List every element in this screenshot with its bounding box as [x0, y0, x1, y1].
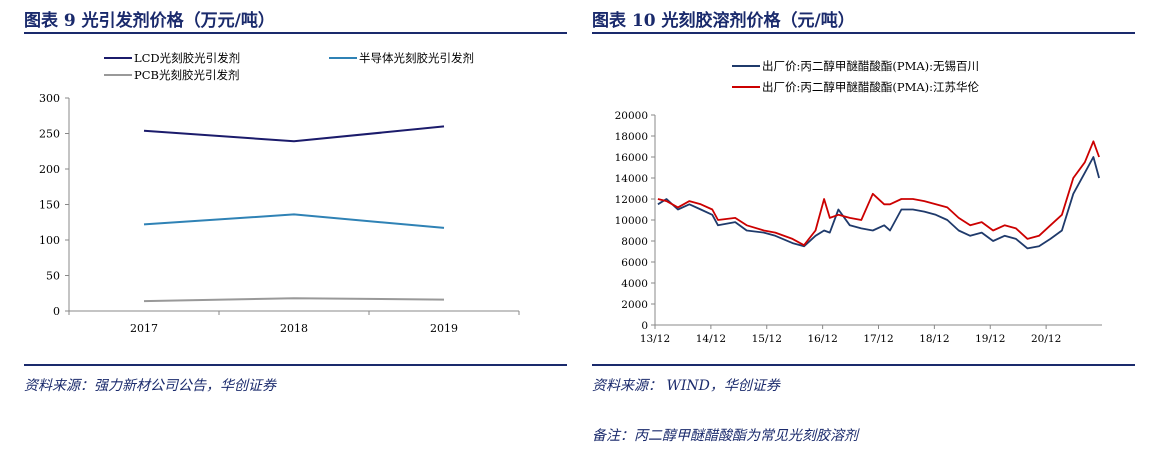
y-tick-label-4: 200 [39, 163, 60, 176]
y-tick-label-5: 10000 [615, 215, 648, 227]
y-tick-label-3: 150 [39, 199, 60, 212]
left-title-rule [24, 32, 567, 34]
x-tick-label-1: 14/12 [696, 333, 726, 345]
right-title-rule [592, 32, 1135, 34]
left-source: 资料来源：强力新材公司公告，华创证券 [24, 378, 276, 394]
x-tick-label-1: 2018 [280, 322, 308, 335]
left-figure: 图表 9 光引发剂价格（万元/吨） LCD光刻胶光引发剂 半导体光刻胶光引发剂 PC… [24, 0, 567, 467]
x-tick-label-6: 19/12 [975, 333, 1005, 345]
legend-label-0: LCD光刻胶光引发剂 [134, 51, 240, 65]
x-tick-label-2: 15/12 [752, 333, 782, 345]
x-tick-label-7: 20/12 [1031, 333, 1061, 345]
y-tick-label-6: 300 [39, 92, 60, 105]
y-tick-label-1: 50 [46, 270, 60, 283]
y-tick-label-10: 20000 [615, 110, 648, 122]
series-line-0 [143, 125, 445, 143]
y-tick-label-0: 0 [53, 305, 60, 318]
left-figure-title: 图表 9 光引发剂价格（万元/吨） [24, 11, 275, 31]
legend-label-2: PCB光刻胶光引发剂 [134, 68, 240, 82]
right-figure-title: 图表 10 光刻胶溶剂价格（元/吨） [592, 11, 855, 31]
series-line-2 [143, 297, 445, 303]
x-tick-label-4: 17/12 [863, 333, 893, 345]
right-note: 备注：丙二醇甲醚醋酸酯为常见光刻胶溶剂 [592, 428, 858, 444]
legend-label-1: 出厂价:丙二醇甲醚醋酸酯(PMA):江苏华伦 [762, 80, 980, 94]
y-tick-label-6: 12000 [615, 194, 648, 206]
y-tick-label-5: 250 [39, 128, 60, 141]
x-tick-label-3: 16/12 [807, 333, 837, 345]
y-tick-label-2: 4000 [621, 278, 648, 290]
y-tick-label-8: 16000 [615, 152, 648, 164]
series-line-1 [657, 140, 1100, 247]
y-tick-label-3: 6000 [621, 257, 648, 269]
right-bottom-rule [592, 364, 1135, 366]
left-chart: LCD光刻胶光引发剂 半导体光刻胶光引发剂 PCB光刻胶光引发剂 0 50 100 150 2… [39, 51, 520, 335]
right-figure: 图表 10 光刻胶溶剂价格（元/吨） 出厂价:丙二醇甲醚醋酸酯(PMA):无锡百… [592, 0, 1135, 467]
right-chart: 出厂价:丙二醇甲醚醋酸酯(PMA):无锡百川出厂价:丙二醇甲醚醋酸酯(PMA):… [615, 59, 1102, 345]
series-line-0 [657, 156, 1100, 250]
y-tick-label-9: 18000 [615, 131, 648, 143]
x-tick-label-0: 2017 [130, 322, 158, 335]
left-bottom-rule [24, 364, 567, 366]
y-tick-label-0: 0 [641, 320, 648, 332]
right-source: 资料来源： WIND，华创证券 [592, 378, 780, 394]
y-tick-label-4: 8000 [621, 236, 648, 248]
x-tick-label-2: 2019 [430, 322, 458, 335]
y-tick-label-1: 2000 [621, 299, 648, 311]
y-tick-label-7: 14000 [615, 173, 648, 185]
x-tick-label-5: 18/12 [919, 333, 949, 345]
series-line-1 [143, 213, 445, 229]
legend-label-0: 出厂价:丙二醇甲醚醋酸酯(PMA):无锡百川 [762, 59, 979, 73]
x-tick-label-0: 13/12 [640, 333, 670, 345]
legend-label-1: 半导体光刻胶光引发剂 [359, 51, 474, 65]
y-tick-label-2: 100 [39, 234, 60, 247]
